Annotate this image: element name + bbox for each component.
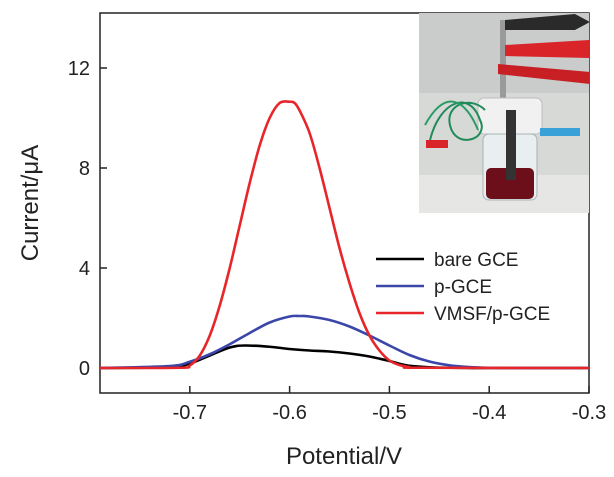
x-axis-label: Potential/V bbox=[286, 443, 402, 470]
y-tick-label: 0 bbox=[79, 358, 90, 380]
legend-label: p-GCE bbox=[434, 277, 492, 298]
legend: bare GCE p-GCE VMSF/p-GCE bbox=[376, 250, 550, 325]
inset-photo-icon bbox=[419, 13, 589, 213]
y-axis-label: Current/μA bbox=[17, 145, 44, 262]
x-tick-label: -0.3 bbox=[572, 402, 606, 424]
legend-label: bare GCE bbox=[434, 250, 518, 271]
x-tick-label: -0.5 bbox=[372, 402, 406, 424]
y-tick-label: 4 bbox=[79, 258, 90, 280]
series-line-vmsf-p-gce bbox=[99, 100, 590, 370]
series-layer bbox=[99, 100, 590, 370]
y-tick-label: 8 bbox=[79, 158, 90, 180]
legend-label: VMSF/p-GCE bbox=[434, 304, 550, 325]
x-tick-label: -0.7 bbox=[173, 402, 207, 424]
axis-ticks: -0.7 -0.6 -0.5 -0.4 -0.3 0 4 8 12 bbox=[68, 58, 606, 424]
y-tick-label: 12 bbox=[68, 58, 90, 80]
x-tick-label: -0.6 bbox=[272, 402, 306, 424]
x-tick-label: -0.4 bbox=[472, 402, 506, 424]
